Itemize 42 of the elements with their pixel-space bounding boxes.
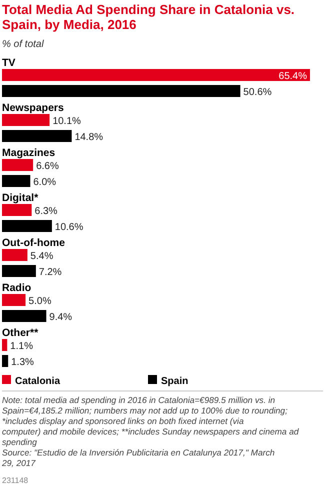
y-tick-label: Radio [2,282,32,294]
y-tick-label: Other** [2,327,40,339]
data-label: 7.2% [38,267,62,278]
y-tick-label: Out-of-home [2,237,66,249]
bar [2,355,8,367]
y-tick-label: TV [2,57,16,69]
y-tick-label: Digital* [2,192,40,204]
y-tick-label: Magazines [2,147,56,159]
bar [2,114,50,126]
text: 231148 [2,476,29,485]
data-label: 1.3% [11,357,34,368]
text: Note: total media ad spending in 2016 in Catalonia=€989.5 million vs. in Spain=€4,185.2 million; numbers may not add up to 100% due to rounding; *includes display and sponsored links on both fixed internet (via computer) and mobile devices; **includes Sunday newspapers and cinema ad spending [2,395,299,447]
legend-label: Catalonia [15,376,60,387]
data-label: 5.0% [28,296,52,307]
chart-subtitle: % of total [2,39,44,50]
y-tick-label: Newspapers [2,102,64,114]
data-label: 10.6% [54,222,84,233]
data-label: 14.8% [74,132,104,143]
bar [2,249,28,261]
data-label: 6.3% [34,206,58,217]
bar [2,310,46,322]
source-note: Source: "Estudio de la Inversión Publicitaria en Catalunya 2017," March 29, 2017 [1,448,275,468]
bar [2,175,30,187]
chart-title: Total Media Ad Spending Share in Catalonia vs. Spain, by Media, 2016 [2,2,295,32]
bar [2,85,240,97]
data-label: 50.6% [243,87,272,98]
bar [2,294,26,306]
data-label: 6.6% [36,161,59,172]
bar [2,220,52,232]
bar [2,204,32,216]
bar [2,69,310,81]
bar [2,130,72,142]
data-label: 9.4% [49,312,72,323]
data-label: 6.0% [33,177,56,188]
bar [2,159,34,171]
data-label: 1.1% [10,341,34,352]
data-label: 10.1% [52,116,82,127]
bar [2,265,36,277]
data-label: 65.4% [278,71,308,82]
bar [2,339,8,351]
legend-label: Spain [161,376,188,387]
data-label: 5.4% [30,251,54,262]
